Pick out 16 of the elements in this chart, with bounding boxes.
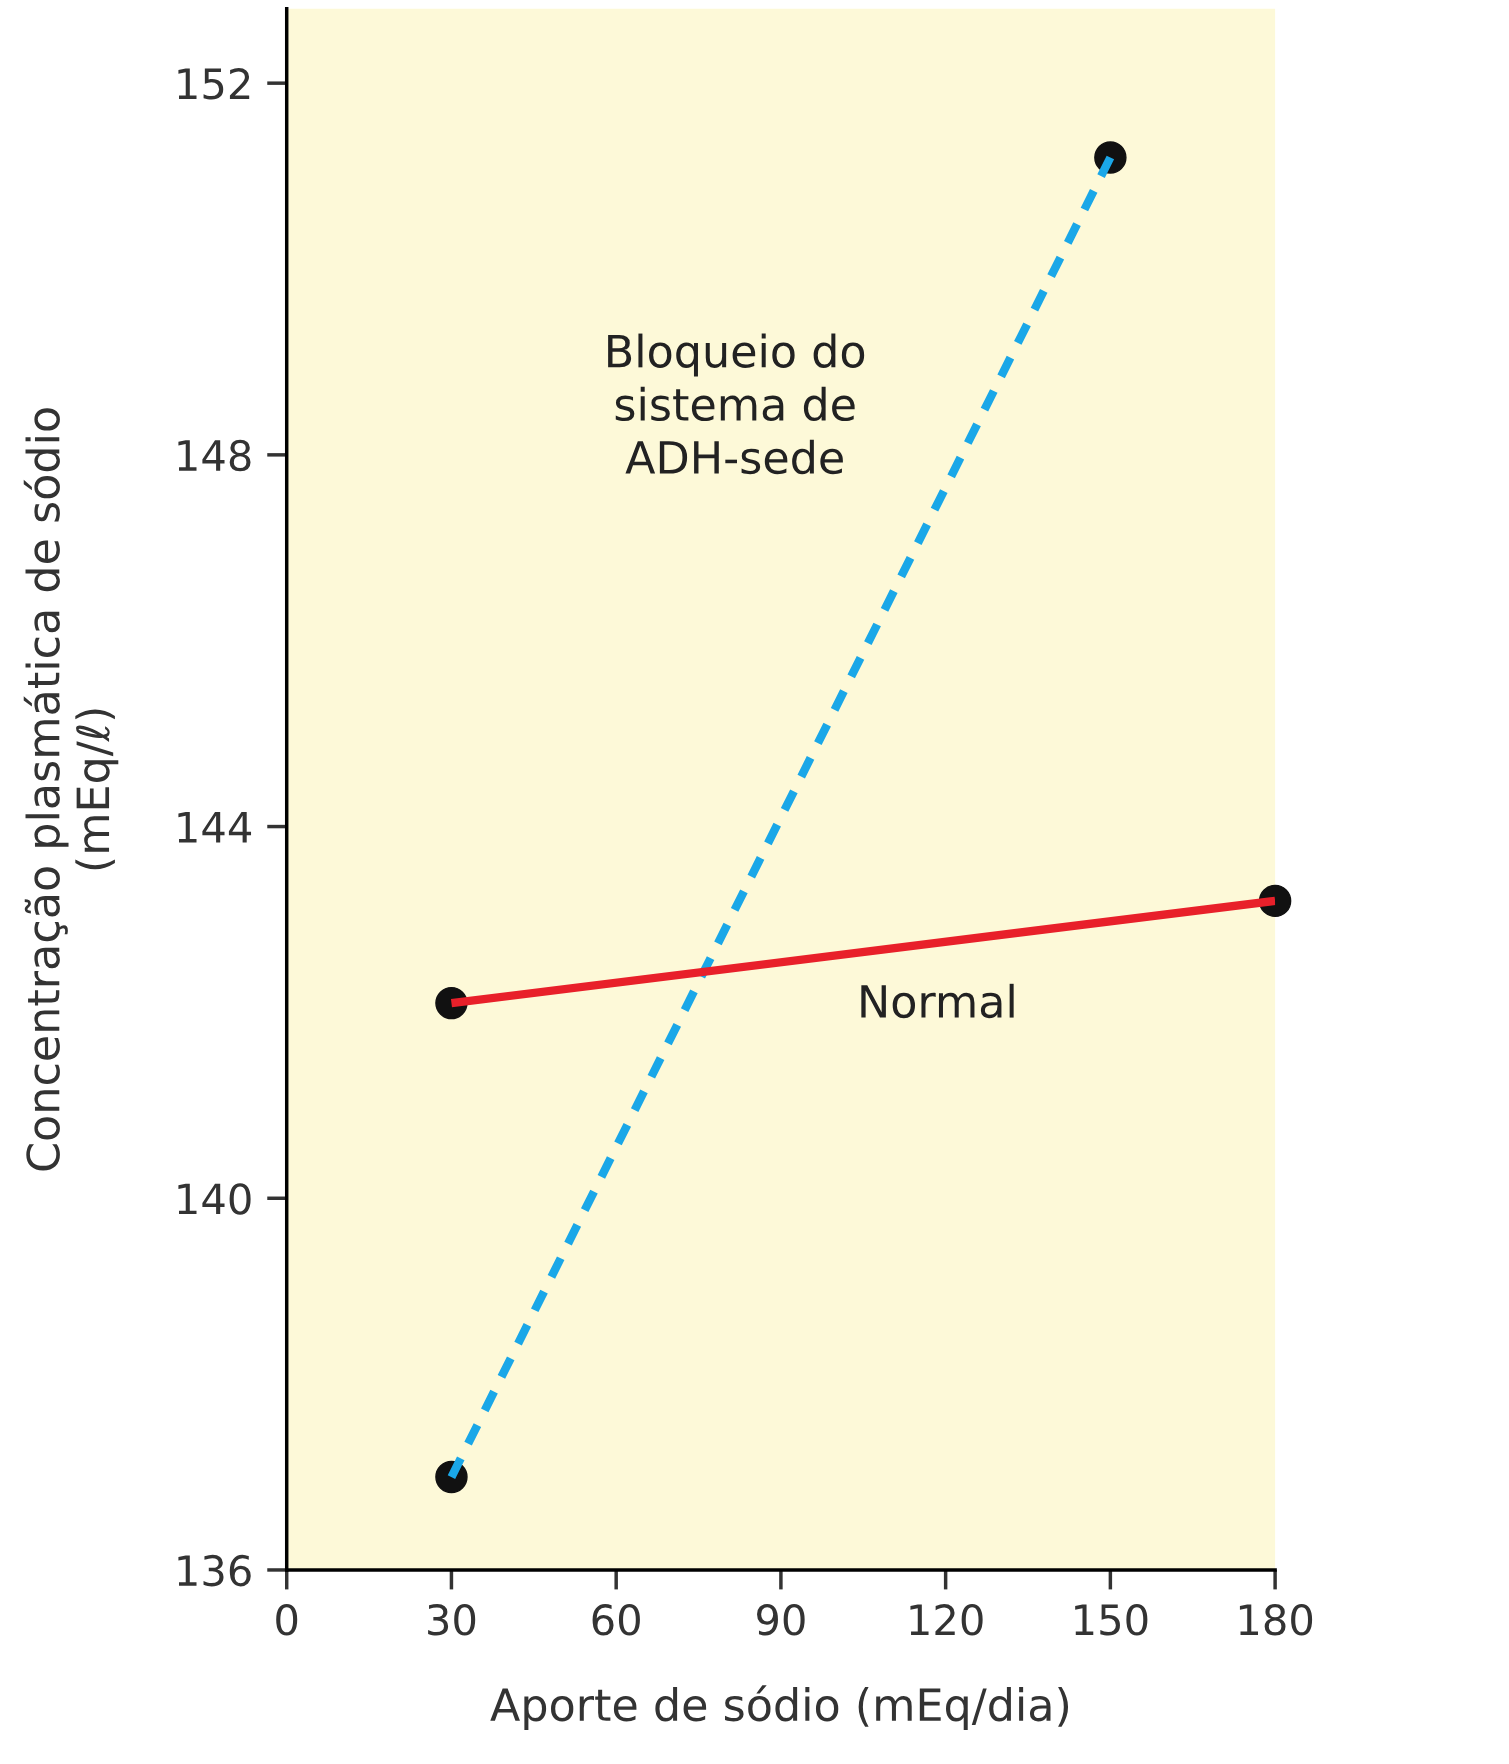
x-tick-label: 120	[910, 1604, 983, 1636]
y-axis-title: Concentração plasmática de sódio (mEq/ℓ)	[23, 408, 119, 1171]
x-tick-label: 60	[592, 1604, 640, 1636]
x-axis-title: Aporte de sódio (mEq/dia)	[490, 1685, 1069, 1731]
y-tick-label: 152	[178, 68, 250, 100]
x-tick-label: 180	[1239, 1604, 1313, 1636]
x-tick-label: 150	[1075, 1604, 1148, 1636]
series-label: Normal	[861, 983, 1014, 1019]
series-label: Bloqueio do sistema de ADH-sede	[608, 333, 865, 475]
y-tick-label: 136	[178, 1554, 251, 1587]
y-tick-label: 140	[178, 1183, 251, 1215]
x-tick-label: 90	[757, 1604, 805, 1636]
x-tick-label: 30	[428, 1604, 476, 1636]
y-tick-label: 144	[178, 812, 252, 843]
y-tick-label: 148	[178, 439, 251, 472]
x-tick-label: 0	[276, 1604, 298, 1636]
